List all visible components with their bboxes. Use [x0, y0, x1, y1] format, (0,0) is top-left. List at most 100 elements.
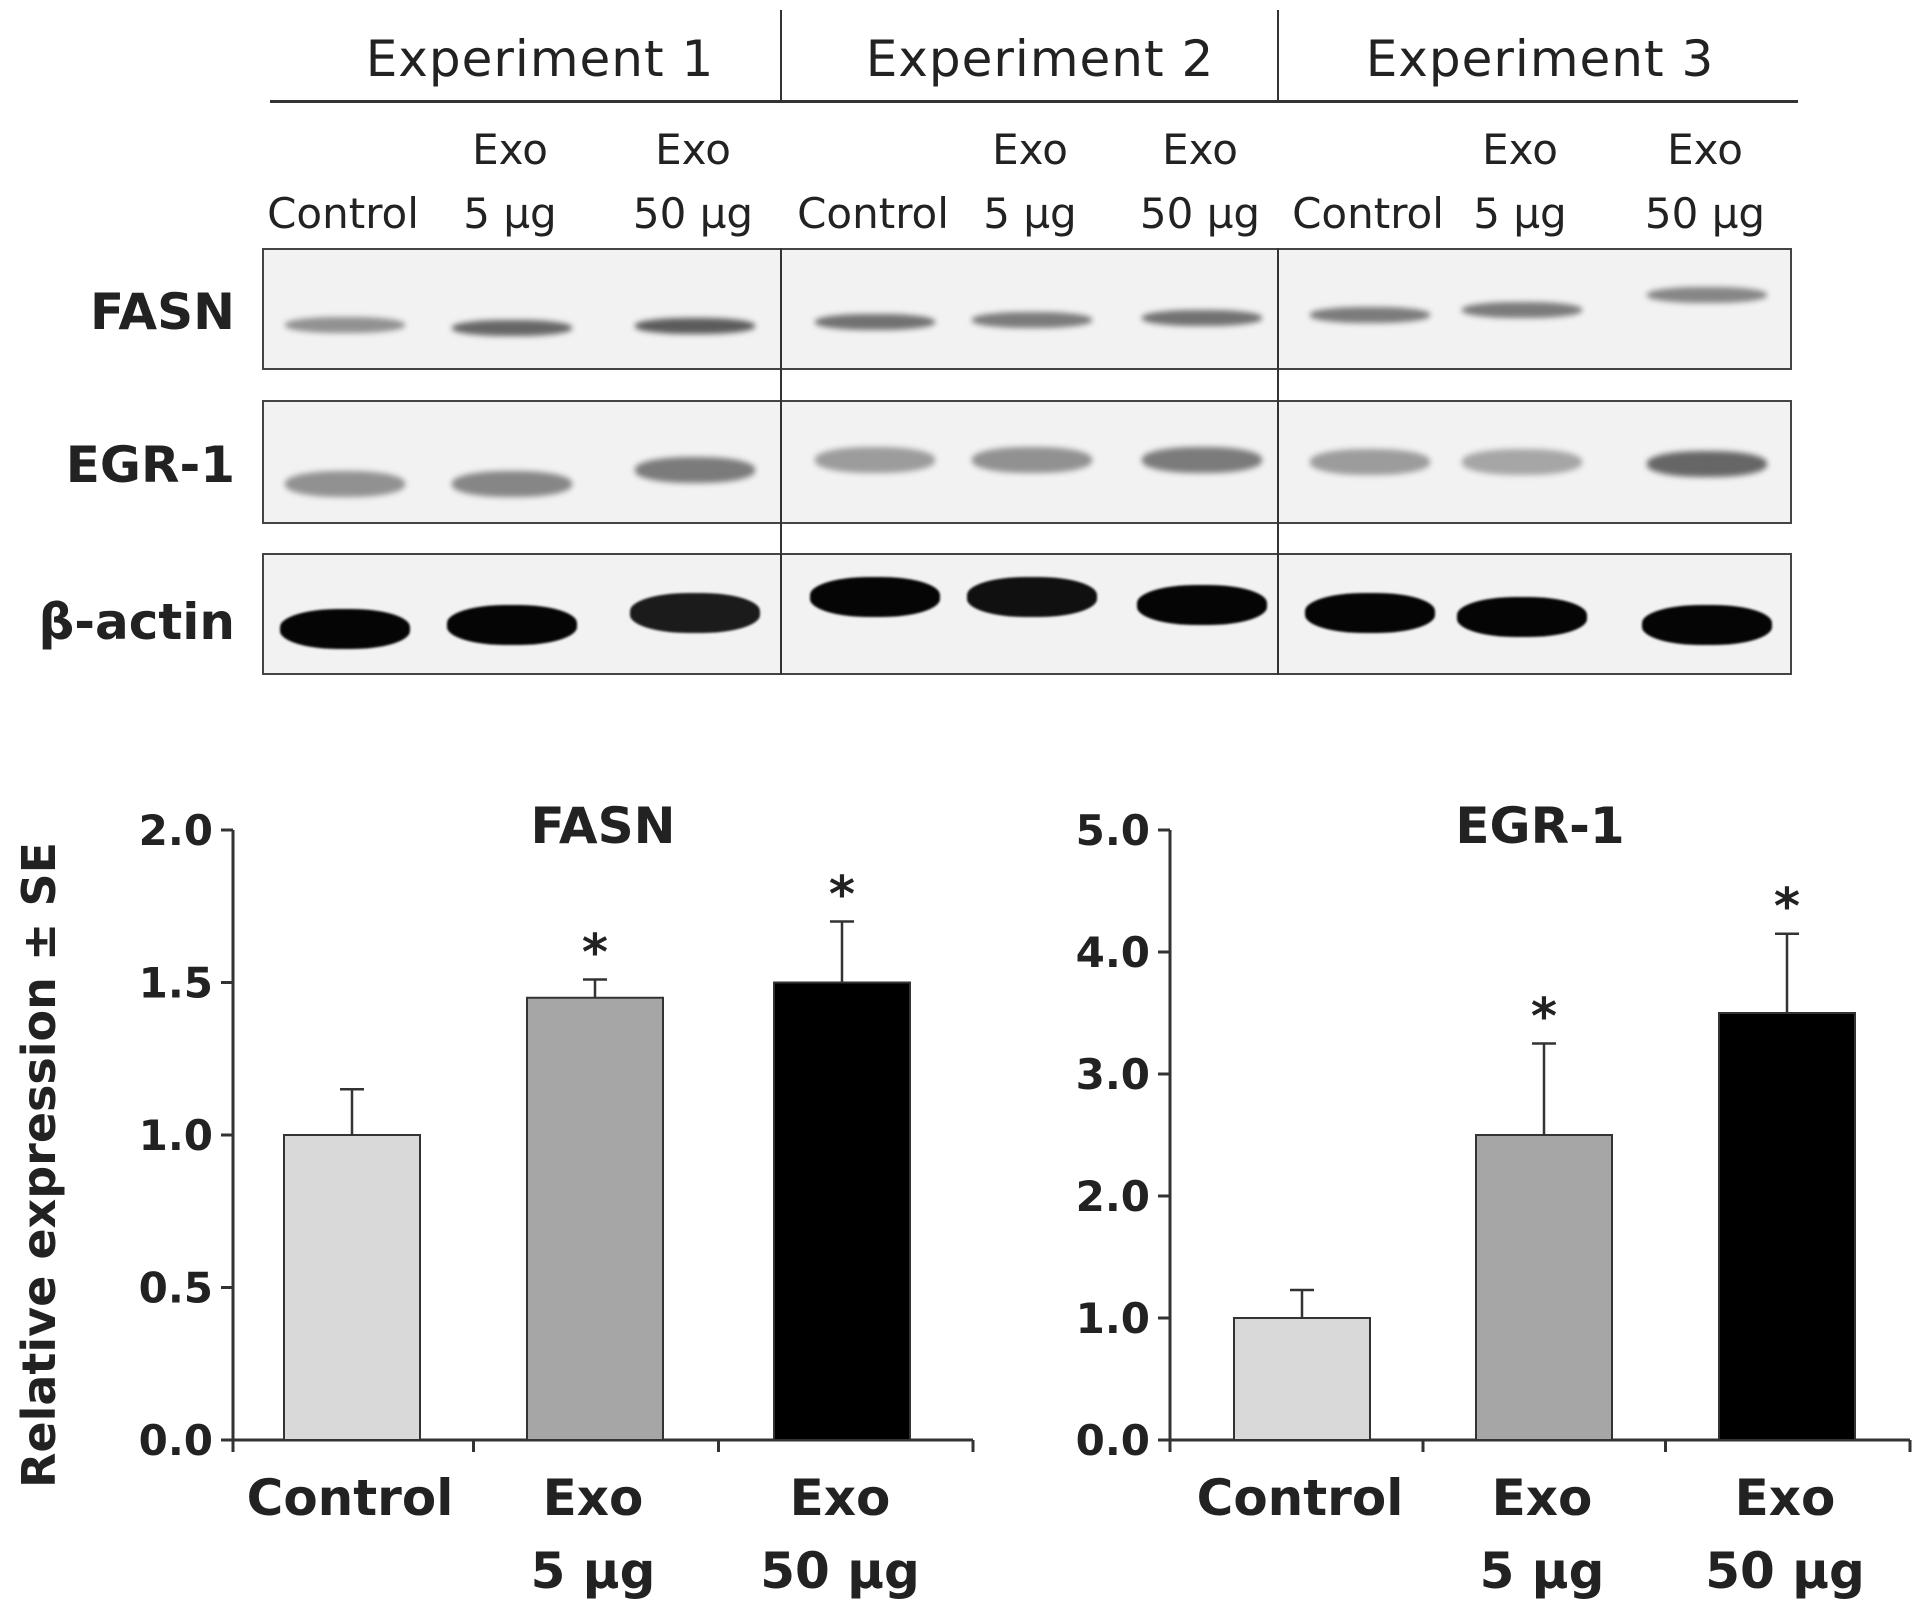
blot-band	[630, 593, 760, 633]
y-tick-label: 1.0	[1076, 1294, 1150, 1343]
y-tick-label: 0.0	[1076, 1416, 1150, 1465]
lane-label: Control	[1278, 118, 1458, 246]
blot-strip-beta-actin	[262, 553, 1792, 675]
blot-band	[810, 577, 940, 617]
blot-strip-fasn	[262, 248, 1792, 370]
lane-label-line1: Exo	[655, 125, 731, 174]
blot-band	[1647, 451, 1767, 477]
bar	[1475, 1134, 1613, 1441]
lane-label: Exo 50 µg	[603, 118, 783, 246]
blot-band	[447, 605, 577, 645]
x-tick-label: Control	[247, 1469, 454, 1527]
bar	[1718, 1012, 1856, 1441]
blot-band	[452, 320, 572, 336]
blot-band	[1142, 310, 1262, 326]
blot-band	[285, 471, 405, 497]
protein-label-egr1: EGR-1	[65, 436, 235, 494]
y-tick-label: 1.5	[139, 959, 213, 1008]
y-tick-label: 2.0	[1076, 1172, 1150, 1221]
x-tick-label-line2: 50 µg	[760, 1542, 920, 1600]
y-tick-label: 1.0	[139, 1111, 213, 1160]
lane-label: Exo 5 µg	[1430, 118, 1610, 246]
lane-label: Exo 5 µg	[940, 118, 1120, 246]
blot-band	[1137, 585, 1267, 625]
lane-label-line1: Exo	[1667, 125, 1743, 174]
blot-band	[1142, 447, 1262, 473]
blot-band	[1310, 307, 1430, 323]
x-tick-label-line2: 50 µg	[1705, 1542, 1865, 1600]
lane-label: Control	[253, 118, 433, 246]
blot-band	[815, 447, 935, 473]
experiment-2-header: Experiment 2	[865, 30, 1215, 88]
y-tick-label: 5.0	[1076, 806, 1150, 855]
lane-label-line2: 50 µg	[1139, 189, 1261, 238]
lane-label-line2: 50 µg	[1644, 189, 1766, 238]
lane-label-line2: 5 µg	[1473, 189, 1567, 238]
experiment-1-header: Experiment 1	[365, 30, 715, 88]
blot-band	[452, 471, 572, 497]
blot-band	[280, 609, 410, 649]
significance-marker: *	[829, 866, 855, 924]
lane-label-line1: Exo	[992, 125, 1068, 174]
protein-label-beta-actin: β-actin	[38, 593, 235, 651]
blot-band	[1305, 593, 1435, 633]
lane-label-line2: Control	[1292, 189, 1444, 238]
lane-label-line2: Control	[797, 189, 949, 238]
significance-marker: *	[582, 923, 608, 981]
chart-title: EGR-1	[1455, 797, 1624, 855]
blot-band	[1642, 605, 1772, 645]
significance-marker: *	[1531, 988, 1557, 1046]
x-tick-label-line2: 5 µg	[531, 1542, 656, 1600]
x-tick-label-line2: 5 µg	[1480, 1542, 1605, 1600]
blot-band	[1457, 597, 1587, 637]
lane-label: Control	[783, 118, 963, 246]
blot-band	[285, 317, 405, 333]
blot-band	[972, 447, 1092, 473]
lane-label-line1: Exo	[1482, 125, 1558, 174]
bar	[1233, 1317, 1371, 1441]
x-tick-label: Exo	[543, 1469, 644, 1527]
blot-band	[635, 318, 755, 334]
blot-band	[815, 314, 935, 330]
blot-band	[1647, 287, 1767, 303]
lane-label: Exo 5 µg	[420, 118, 600, 246]
blot-band	[1462, 449, 1582, 475]
blot-strip-egr1	[262, 400, 1792, 524]
lane-label-line1: Exo	[1162, 125, 1238, 174]
blot-band	[972, 312, 1092, 328]
x-tick-label: Exo	[790, 1469, 891, 1527]
lane-label: Exo 50 µg	[1110, 118, 1290, 246]
y-tick-label: 2.0	[139, 806, 213, 855]
header-rule	[270, 100, 1798, 103]
bar	[773, 981, 911, 1441]
x-tick-label: Control	[1197, 1469, 1404, 1527]
blot-divider-1	[780, 248, 782, 675]
x-tick-label: Exo	[1735, 1469, 1836, 1527]
y-tick-label: 4.0	[1076, 928, 1150, 977]
blot-band	[1462, 302, 1582, 318]
blot-divider-2	[1277, 248, 1279, 675]
significance-marker: *	[1774, 878, 1800, 936]
lane-label: Exo 50 µg	[1615, 118, 1795, 246]
lane-label-line2: 5 µg	[463, 189, 557, 238]
header-divider-2	[1277, 10, 1279, 100]
protein-label-fasn: FASN	[90, 283, 235, 341]
header-divider-1	[780, 10, 782, 100]
y-tick-label: 3.0	[1076, 1050, 1150, 1099]
blot-band	[1310, 449, 1430, 475]
blot-band	[635, 457, 755, 483]
bar	[526, 996, 664, 1441]
x-tick-label: Exo	[1492, 1469, 1593, 1527]
blot-band	[967, 577, 1097, 617]
bar	[283, 1134, 421, 1441]
lane-label-line1: Exo	[472, 125, 548, 174]
y-axis-label: Relative expression ± SE	[12, 842, 66, 1488]
experiment-3-header: Experiment 3	[1365, 30, 1715, 88]
y-tick-label: 0.5	[139, 1264, 213, 1313]
y-tick-label: 0.0	[139, 1416, 213, 1465]
lane-label-line2: 5 µg	[983, 189, 1077, 238]
lane-label-line2: 50 µg	[632, 189, 754, 238]
chart-title: FASN	[531, 797, 676, 855]
lane-label-line2: Control	[267, 189, 419, 238]
